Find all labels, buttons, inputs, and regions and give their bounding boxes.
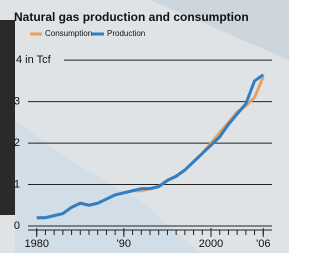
chart-title: Natural gas production and consumption	[14, 10, 249, 24]
x-tick-label: '90	[117, 238, 131, 250]
y-tick-label: 0	[14, 220, 20, 232]
x-tick-label: 2000	[199, 238, 223, 250]
y-tick-label: 1	[14, 178, 20, 190]
chart: Natural gas production and consumption C…	[0, 0, 289, 253]
photo-strip	[0, 20, 15, 215]
x-tick-label: '06	[256, 238, 270, 250]
y-tick-label: 3	[14, 96, 20, 108]
x-tick-label: 1980	[24, 238, 48, 250]
legend-label: Consumption	[45, 29, 92, 38]
y-tick-label: 2	[14, 137, 20, 149]
y-tick-label: 4 in Tcf	[16, 54, 52, 66]
legend-label: Production	[107, 29, 145, 38]
